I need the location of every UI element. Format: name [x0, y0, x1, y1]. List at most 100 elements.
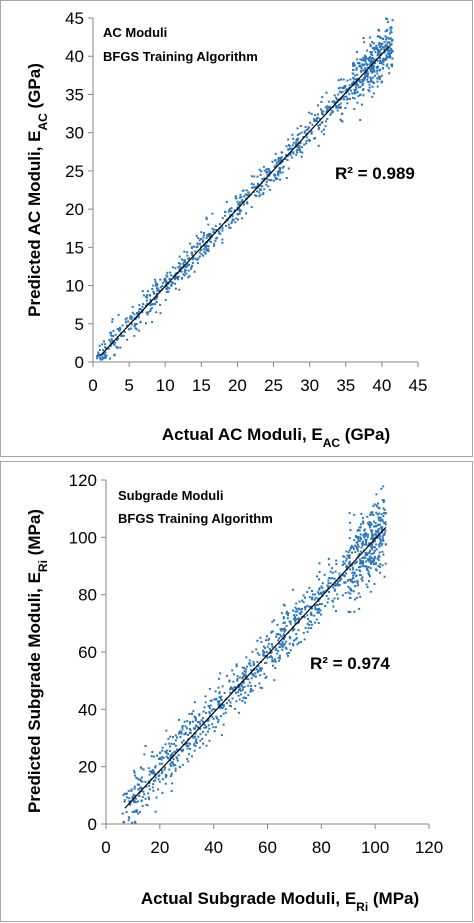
data-point: [160, 762, 163, 765]
data-point: [204, 245, 207, 248]
data-point: [315, 119, 318, 122]
data-point: [295, 618, 298, 621]
data-point: [196, 258, 199, 261]
data-point: [196, 741, 199, 744]
data-point: [278, 160, 281, 163]
data-point: [370, 68, 373, 71]
data-point: [173, 750, 176, 753]
data-point: [225, 201, 228, 203]
data-point: [388, 41, 391, 44]
data-point: [339, 98, 342, 101]
data-point: [370, 59, 372, 62]
data-point: [257, 669, 260, 672]
data-point: [201, 239, 204, 242]
data-point: [274, 152, 277, 155]
data-point: [218, 696, 221, 699]
data-point: [217, 686, 220, 689]
data-point: [281, 640, 284, 643]
data-point: [278, 642, 281, 645]
data-point: [168, 278, 171, 281]
data-point: [300, 640, 303, 643]
data-point: [210, 709, 213, 712]
data-point: [292, 137, 295, 140]
data-point: [354, 64, 357, 67]
data-point: [346, 554, 349, 557]
data-point: [359, 570, 362, 573]
data-point: [195, 738, 198, 741]
data-point: [172, 266, 174, 269]
data-point: [253, 674, 256, 677]
x-tick-label: 35: [336, 376, 355, 395]
data-point: [330, 109, 333, 112]
data-point: [266, 645, 269, 648]
data-point: [282, 616, 285, 619]
data-point: [184, 269, 187, 272]
data-point: [295, 637, 298, 640]
data-point: [370, 544, 373, 546]
data-point: [255, 185, 258, 188]
x-tick-label: 25: [264, 376, 283, 395]
data-point: [353, 598, 356, 601]
data-point: [264, 677, 267, 679]
data-point: [365, 552, 367, 555]
y-tick-label: 15: [65, 238, 84, 257]
data-point: [352, 76, 355, 79]
data-point: [333, 100, 336, 103]
data-point: [348, 555, 350, 558]
data-point: [191, 258, 194, 261]
data-point: [369, 524, 372, 527]
data-point: [349, 521, 351, 524]
data-point: [364, 554, 367, 557]
data-point: [156, 282, 159, 285]
data-point: [301, 151, 304, 154]
data-point: [349, 587, 352, 590]
data-point: [166, 275, 169, 278]
data-point: [339, 86, 342, 89]
data-point: [109, 345, 112, 348]
data-point: [153, 780, 155, 782]
data-point: [292, 642, 294, 645]
data-point: [291, 588, 294, 591]
data-point: [278, 166, 281, 169]
data-point: [180, 266, 182, 269]
data-point: [149, 298, 152, 301]
data-point: [240, 689, 243, 692]
data-point: [358, 62, 361, 64]
data-point: [369, 526, 371, 529]
data-point: [182, 262, 185, 265]
data-point: [374, 533, 377, 536]
data-point: [329, 570, 332, 573]
data-point: [335, 106, 338, 109]
data-point: [181, 277, 184, 279]
data-point: [236, 678, 239, 680]
data-point: [377, 48, 380, 51]
data-point: [310, 620, 312, 623]
data-point: [283, 630, 286, 633]
data-point: [372, 545, 375, 548]
data-point: [145, 311, 148, 314]
data-point: [166, 288, 169, 291]
data-point: [202, 254, 205, 257]
data-point: [293, 639, 295, 642]
x-tick-label: 0: [101, 838, 110, 857]
data-point: [214, 224, 217, 227]
data-point: [219, 232, 222, 235]
data-point: [143, 753, 146, 756]
data-point: [368, 573, 370, 576]
data-point: [368, 83, 371, 86]
data-point: [207, 719, 210, 722]
data-point: [148, 798, 151, 801]
data-point: [300, 131, 303, 134]
data-point: [286, 652, 288, 655]
data-point: [381, 550, 384, 553]
data-point: [351, 566, 354, 569]
data-point: [359, 85, 362, 88]
data-point: [202, 240, 204, 243]
data-point: [198, 255, 201, 258]
data-point: [167, 757, 170, 760]
data-point: [381, 43, 384, 46]
data-point: [383, 46, 386, 49]
data-point: [357, 536, 360, 539]
data-point: [320, 130, 323, 133]
data-point: [175, 277, 178, 279]
